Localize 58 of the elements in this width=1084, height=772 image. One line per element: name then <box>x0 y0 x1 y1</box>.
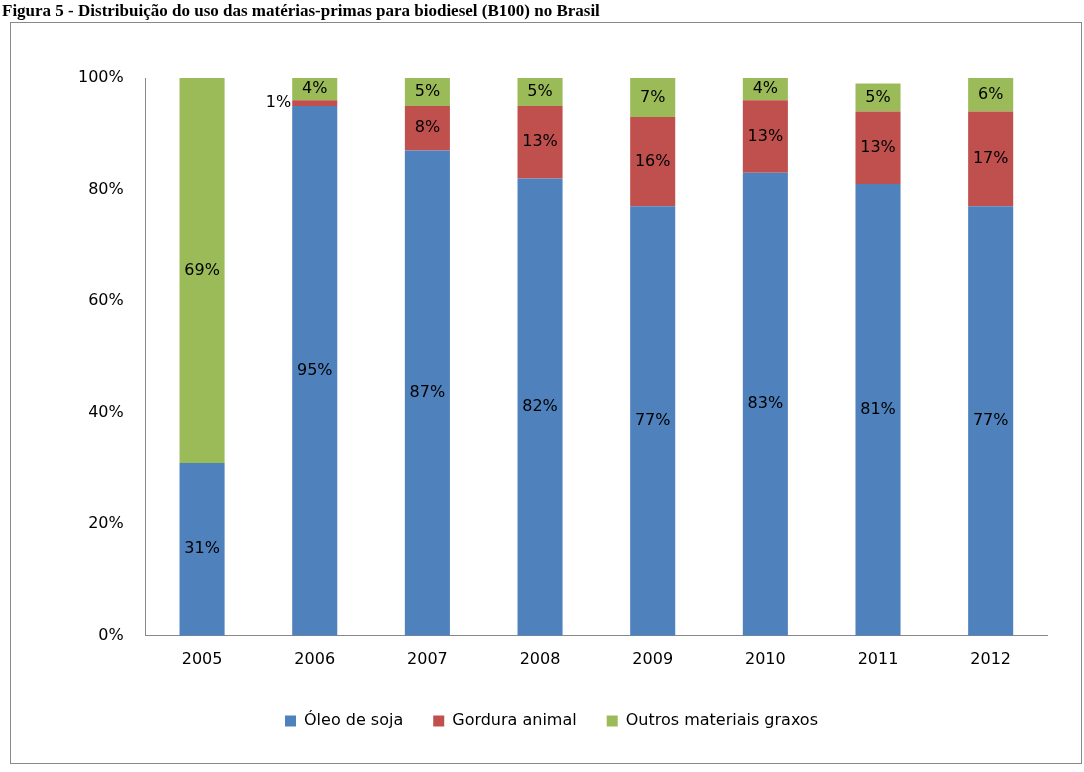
data-label: 77% <box>634 410 671 430</box>
legend-label: Outros materiais graxos <box>625 710 818 730</box>
x-tick-label: 2012 <box>970 648 1012 668</box>
data-label: 81% <box>860 399 896 419</box>
x-tick-label: 2009 <box>632 648 674 668</box>
x-tick-label: 2008 <box>519 648 561 668</box>
y-tick-label: 0% <box>98 624 124 644</box>
data-label: 13% <box>860 136 896 156</box>
x-tick-label: 2007 <box>407 648 448 668</box>
y-tick-label: 60% <box>88 290 124 310</box>
bar <box>630 78 676 118</box>
data-label: 5% <box>527 81 553 101</box>
y-tick-label: 100% <box>77 67 124 87</box>
chart-title: Figura 5 - Distribuição do uso das matérias-primas para biodiesel (B100) no Brasil <box>1 0 601 22</box>
data-label: 1% <box>265 92 292 112</box>
data-label: 95% <box>296 360 333 379</box>
bar <box>742 100 788 173</box>
data-label: 83% <box>747 393 784 413</box>
x-tick-label: 2011 <box>857 648 899 668</box>
data-label: 87% <box>409 382 446 402</box>
data-label: 5% <box>414 81 441 101</box>
data-label: 17% <box>972 148 1009 168</box>
bar <box>630 206 676 636</box>
data-label: 7% <box>640 86 666 106</box>
data-label: 8% <box>414 117 441 137</box>
bar <box>968 111 1014 207</box>
bar <box>517 105 563 179</box>
data-label: 82% <box>522 396 558 416</box>
bar <box>292 105 338 636</box>
bar <box>517 178 563 636</box>
data-label: 31% <box>184 538 220 558</box>
data-label: 4% <box>302 78 328 98</box>
data-label: 4% <box>752 78 779 98</box>
data-label: 69% <box>184 259 220 279</box>
data-label: 16% <box>634 150 671 170</box>
bar <box>855 183 901 636</box>
bar <box>404 105 450 151</box>
y-tick-label: 20% <box>88 513 124 533</box>
y-tick-label: 40% <box>88 401 124 421</box>
x-tick-label: 2006 <box>294 648 336 668</box>
bar <box>630 117 676 207</box>
data-label: 77% <box>972 410 1009 430</box>
data-label: 6% <box>977 83 1004 103</box>
bar <box>404 150 450 636</box>
bar <box>292 100 338 106</box>
x-tick-label: 2010 <box>745 648 786 668</box>
bar <box>968 206 1014 636</box>
y-tick-label: 80% <box>88 178 124 198</box>
bar <box>179 78 225 463</box>
data-label: 5% <box>865 86 891 106</box>
bar <box>742 172 788 636</box>
data-label: 13% <box>747 125 784 145</box>
legend-label: Óleo de soja <box>304 710 404 730</box>
bar <box>855 111 901 184</box>
bar <box>179 462 225 636</box>
x-tick-label: 2005 <box>181 648 223 668</box>
data-label: 13% <box>522 131 558 151</box>
legend-label: Gordura animal <box>452 710 577 730</box>
